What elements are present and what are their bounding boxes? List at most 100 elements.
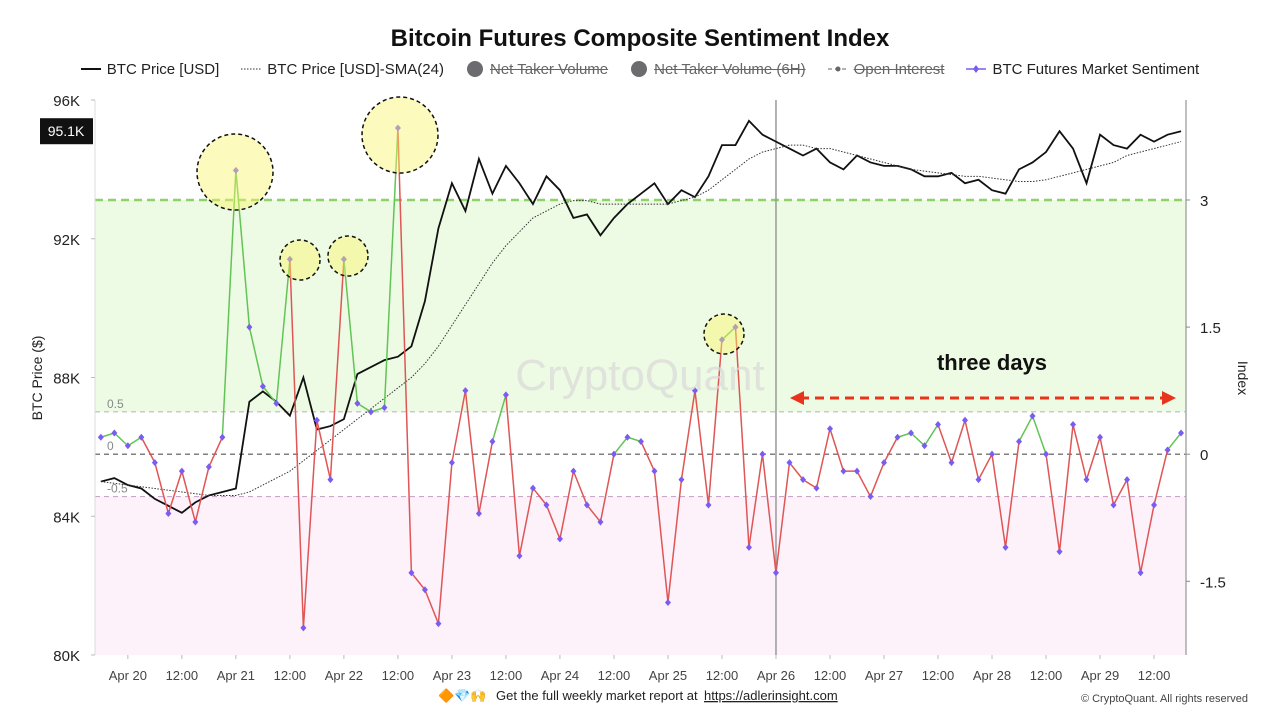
sentiment-segment — [829, 428, 845, 472]
sentiment-segment — [1126, 479, 1142, 573]
legend-icon — [966, 65, 987, 73]
sentiment-marker — [205, 463, 212, 471]
sentiment-marker — [570, 467, 577, 475]
sentiment-segment — [694, 390, 710, 506]
sentiment-marker — [1164, 446, 1171, 454]
legend-item[interactable]: BTC Price [USD] — [80, 60, 220, 78]
sentiment-segment — [383, 127, 399, 408]
legend-icon — [80, 68, 101, 70]
sentiment-marker — [1043, 450, 1050, 458]
sentiment-marker — [286, 255, 293, 263]
sentiment-segment — [1112, 479, 1128, 506]
sentiment-marker — [1137, 569, 1144, 577]
legend-item[interactable]: Net Taker Volume — [466, 60, 608, 78]
sentiment-marker — [975, 476, 982, 484]
x-tick-label: 12:00 — [382, 668, 415, 683]
sentiment-segment — [356, 402, 372, 413]
x-tick-label: 12:00 — [598, 668, 631, 683]
sentiment-marker — [165, 509, 172, 517]
sentiment-marker — [610, 450, 617, 458]
sentiment-segment — [802, 478, 817, 489]
sentiment-marker — [273, 399, 280, 407]
x-tick-label: 12:00 — [814, 668, 847, 683]
sentiment-segment — [721, 326, 736, 341]
sentiment-segment — [221, 170, 237, 438]
legend-label: Net Taker Volume (6H) — [654, 60, 806, 78]
legend-item[interactable]: BTC Futures Market Sentiment — [966, 60, 1199, 78]
annotation: three days — [937, 350, 1047, 375]
sentiment-marker — [556, 535, 563, 543]
sentiment-marker — [97, 433, 104, 441]
sentiment-segment — [167, 470, 183, 514]
sentiment-segment — [154, 462, 170, 514]
reference-label: -0.5 — [107, 482, 128, 496]
sentiment-segment — [491, 394, 507, 442]
sentiment-segment — [1166, 432, 1182, 451]
sentiment-segment — [788, 462, 804, 481]
y2-tick-label: 1.5 — [1200, 320, 1221, 337]
sentiment-segment — [289, 259, 305, 628]
x-tick-label: Apr 21 — [217, 668, 255, 683]
y-tick-label: 88K — [53, 371, 80, 388]
sentiment-segment — [1139, 504, 1155, 573]
sentiment-marker — [853, 467, 860, 475]
sentiment-segment — [883, 436, 899, 464]
zone — [95, 199, 1186, 412]
sentiment-segment — [869, 462, 885, 497]
sentiment-marker — [354, 399, 361, 407]
sentiment-marker — [232, 166, 239, 174]
sentiment-segment — [302, 420, 318, 628]
sentiment-marker — [394, 124, 401, 132]
sentiment-segment — [329, 259, 345, 480]
sentiment-marker — [624, 433, 631, 441]
sentiment-segment — [937, 424, 953, 463]
sentiment-marker — [597, 518, 604, 526]
sentiment-segment — [748, 454, 764, 548]
sentiment-segment — [977, 453, 993, 480]
sentiment-marker — [1002, 543, 1009, 551]
sentiment-marker — [880, 459, 887, 467]
sentiment-segment — [208, 436, 224, 468]
sentiment-marker — [1083, 476, 1090, 484]
sentiment-segment — [235, 170, 251, 328]
sentiment-segment — [734, 327, 750, 548]
y2-tick-label: 3 — [1200, 193, 1208, 210]
sentiment-segment — [1004, 441, 1020, 548]
legend-label: BTC Price [USD] — [106, 60, 220, 78]
sentiment-segment — [1153, 449, 1169, 506]
sentiment-marker — [381, 404, 388, 412]
footer-link[interactable]: https://adlerinsight.com — [704, 688, 838, 703]
watermark: CryptoQuant — [515, 351, 764, 400]
sentiment-marker — [151, 459, 158, 467]
legend-item[interactable]: Net Taker Volume (6H) — [630, 60, 806, 78]
sentiment-marker — [907, 429, 914, 437]
legend-item[interactable]: Open Interest — [827, 60, 944, 78]
marks-layer: 95.1K — [40, 118, 1185, 632]
legend-item[interactable]: BTC Price [USD]-SMA(24) — [241, 60, 444, 78]
zone — [95, 496, 1186, 655]
x-tick-label: 12:00 — [1030, 668, 1063, 683]
sentiment-segment — [113, 432, 129, 447]
highlight-circle — [327, 235, 369, 277]
last-price-label: 95.1K — [48, 123, 85, 139]
price-line — [100, 119, 1182, 514]
sentiment-marker — [637, 437, 644, 445]
sentiment-marker — [1016, 437, 1023, 445]
sentiment-marker — [759, 450, 766, 458]
legend-label: Net Taker Volume — [490, 60, 609, 78]
highlight-circle — [279, 239, 321, 281]
y-axis-title: BTC Price ($) — [29, 336, 45, 421]
sentiment-segment — [1085, 437, 1101, 480]
legend: BTC Price [USD] BTC Price [USD]-SMA(24) Ne… — [0, 60, 1280, 78]
x-tick-label: Apr 26 — [757, 668, 795, 683]
sentiment-segment — [599, 454, 615, 523]
sentiment-segment — [545, 504, 561, 540]
x-tick-label: Apr 22 — [325, 668, 363, 683]
sentiment-marker — [529, 484, 536, 492]
sentiment-marker — [935, 421, 942, 429]
copyright: © CryptoQuant. All rights reserved — [1081, 693, 1248, 705]
sentiment-segment — [991, 454, 1007, 548]
sentiment-segment — [140, 436, 156, 464]
